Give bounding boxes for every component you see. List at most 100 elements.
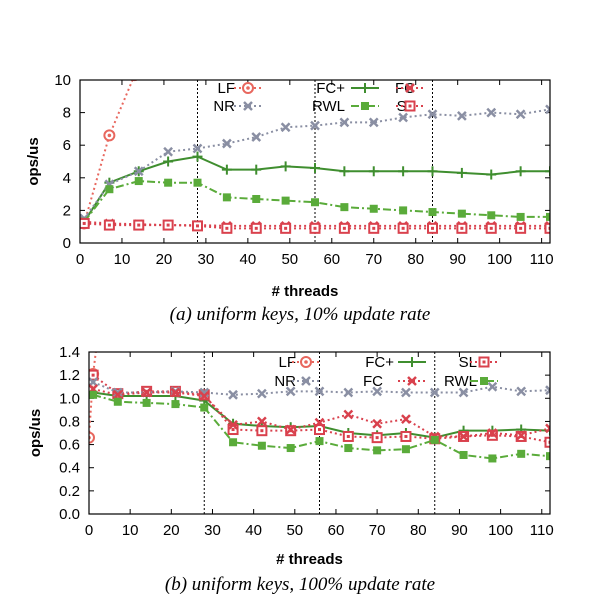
data-point-nr	[516, 386, 527, 397]
data-point-fc	[199, 391, 210, 401]
data-point-sl	[133, 219, 145, 231]
y-tick-label: 0	[63, 235, 71, 252]
legend-label: RWL	[312, 98, 345, 115]
y-tick-label: 0.0	[59, 506, 80, 523]
y-tick-label: 2	[63, 202, 71, 219]
data-point-rwl	[142, 398, 151, 407]
y-tick-label: 0.8	[59, 413, 80, 430]
data-point-sl	[338, 222, 350, 234]
data-point-fc	[372, 418, 383, 429]
data-point-rwl	[373, 446, 382, 455]
data-point-sl	[397, 222, 409, 234]
data-point-sl	[342, 430, 354, 442]
data-point-rwl	[488, 454, 497, 463]
data-point-fc-plus	[310, 163, 320, 174]
data-point-nr	[487, 381, 498, 392]
data-point-sl	[485, 222, 497, 234]
data-point-nr	[256, 388, 267, 399]
x-tick-label: 80	[407, 251, 424, 268]
data-point-fc	[112, 389, 123, 400]
data-point-sl	[256, 425, 268, 437]
data-point-fc-plus	[368, 166, 379, 177]
data-point-rwl	[344, 444, 353, 453]
data-point-rwl	[105, 185, 114, 194]
legend-label: NR	[274, 373, 296, 390]
x-tick-label: 40	[240, 251, 257, 268]
data-point-nr	[545, 385, 550, 396]
y-tick-label: 1.2	[59, 367, 80, 384]
data-point-sl	[544, 222, 550, 234]
data-point-fc-plus	[251, 164, 262, 175]
data-point-sl	[250, 222, 262, 234]
data-point-sl	[371, 432, 383, 444]
x-tick-label: 30	[204, 522, 221, 539]
legend-label: LF	[278, 354, 296, 371]
legend-label: FC	[363, 373, 383, 390]
data-point-sl	[162, 219, 174, 231]
data-point-lf	[103, 129, 116, 142]
x-tick-label: 50	[286, 522, 303, 539]
data-point-rwl	[89, 390, 98, 399]
x-tick-label: 0	[76, 251, 84, 268]
data-point-lf	[92, 335, 102, 345]
x-tick-label: 60	[328, 522, 345, 539]
y-tick-label: 8	[63, 105, 71, 122]
data-point-fc-plus	[221, 164, 232, 175]
x-tick-label: 10	[114, 251, 131, 268]
x-tick-label: 20	[156, 251, 173, 268]
data-point-fc	[401, 414, 411, 424]
data-point-fc-plus	[339, 166, 350, 177]
chart-caption: (b) uniform keys, 100% update rate	[165, 574, 435, 594]
data-point-nr	[199, 387, 210, 398]
chart-caption: (a) uniform keys, 10% update rate	[170, 304, 431, 325]
data-point-rwl	[369, 204, 378, 213]
data-point-fc-plus	[398, 166, 409, 177]
data-point-nr	[515, 109, 526, 120]
x-tick-label: 0	[85, 522, 93, 539]
data-point-rwl	[428, 208, 437, 217]
data-point-rwl	[113, 397, 122, 406]
data-point-rwl	[487, 211, 496, 220]
data-point-sl	[314, 424, 325, 436]
legend-marker	[242, 82, 254, 94]
data-point-nr	[429, 387, 440, 398]
y-tick-label: 4	[63, 170, 71, 187]
data-point-fc-plus	[427, 166, 438, 177]
data-point-fc	[141, 387, 152, 398]
data-point-fc	[170, 387, 181, 398]
data-point-rwl	[315, 437, 324, 446]
data-point-nr	[192, 143, 203, 154]
data-point-nr	[427, 109, 438, 120]
data-point-rwl	[164, 178, 173, 187]
legend-marker	[243, 101, 253, 111]
legend-label: SL	[459, 354, 477, 371]
data-point-nr	[112, 387, 123, 398]
data-point-fc	[516, 430, 527, 441]
y-tick-label: 10	[54, 72, 71, 89]
legend-label: FC+	[365, 354, 394, 371]
data-point-nr	[133, 166, 144, 177]
data-point-nr	[228, 389, 238, 400]
legend-marker	[405, 83, 415, 93]
x-tick-label: 20	[163, 522, 180, 539]
data-point-fc-plus	[545, 166, 550, 177]
legend-marker	[407, 376, 417, 386]
data-point-nr	[285, 386, 296, 397]
data-point-sl	[368, 222, 380, 234]
x-tick-label: 80	[410, 522, 427, 539]
plot-frame	[88, 351, 551, 515]
y-tick-label: 1.4	[59, 344, 80, 361]
legend-label: LF	[217, 80, 235, 97]
x-tick-label: 60	[323, 251, 340, 268]
x-tick-label: 100	[487, 251, 512, 268]
x-tick-label: 40	[245, 522, 262, 539]
legend-marker	[480, 377, 488, 385]
data-point-rwl	[229, 438, 238, 447]
data-point-rwl	[340, 203, 349, 212]
data-point-nr	[339, 117, 350, 128]
data-point-rwl	[459, 450, 468, 459]
legend-marker	[300, 356, 312, 368]
data-point-nr	[372, 386, 383, 397]
y-tick-label: 0.6	[59, 437, 80, 454]
